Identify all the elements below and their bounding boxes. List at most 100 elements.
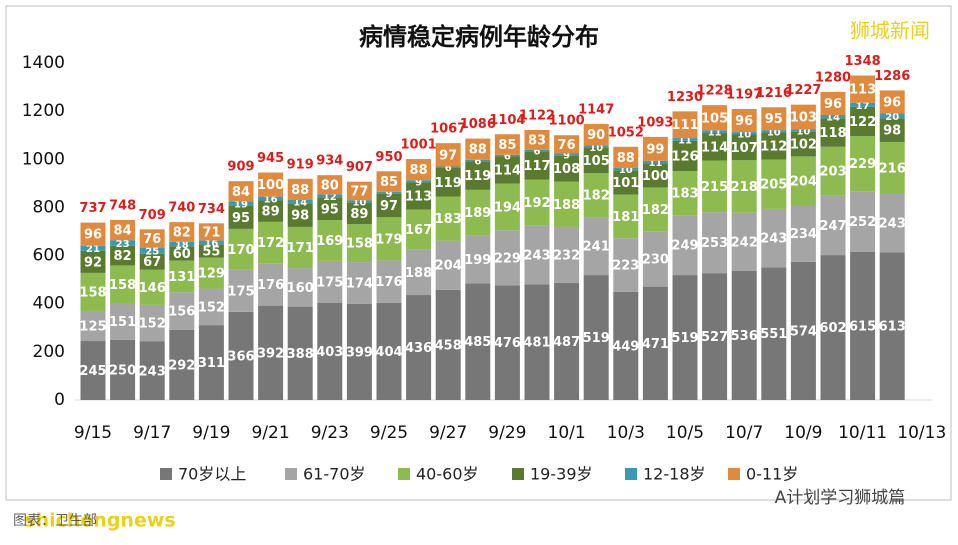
legend-swatch: [625, 468, 637, 480]
data-label: 82: [114, 249, 132, 264]
bar-segment: [287, 306, 313, 400]
data-label: 175: [227, 284, 254, 299]
bar-segment: [317, 302, 343, 400]
bar-segment: [583, 217, 609, 276]
data-label: 158: [79, 285, 106, 300]
bar-segment: [879, 193, 905, 253]
bar-segment: [80, 310, 106, 342]
bar-segment: [376, 193, 402, 218]
bar-segment: [672, 275, 698, 400]
bar-segment: [287, 268, 313, 307]
bar-segment: [198, 240, 224, 245]
bar-segment: [702, 273, 728, 400]
data-label: 11: [648, 158, 662, 169]
bar-segment: [554, 226, 580, 283]
y-tick-label: 600: [33, 246, 65, 266]
bar-segment: [465, 283, 491, 400]
x-tick-label: 9/21: [252, 423, 290, 443]
bar-segment: [110, 339, 136, 400]
bar-segment: [554, 181, 580, 227]
bar-segment: [287, 199, 313, 204]
total-label: 1230: [667, 90, 703, 105]
data-label: 156: [168, 304, 195, 319]
watermark: shichengnews: [24, 510, 175, 532]
legend-swatch: [398, 468, 410, 480]
total-label: 907: [346, 160, 373, 175]
bar-segment: [346, 224, 372, 263]
bar-segment: [465, 159, 491, 162]
bar-segment: [228, 201, 254, 206]
data-label: 152: [139, 317, 166, 332]
bar-segment: [494, 134, 520, 155]
data-label: 218: [731, 180, 758, 195]
data-label: 97: [380, 199, 398, 214]
bar-segment: [672, 138, 698, 141]
bar-segment: [879, 90, 905, 114]
bar-segment: [139, 253, 165, 270]
data-label: 55: [202, 244, 220, 259]
data-label: 527: [701, 330, 728, 345]
data-label: 103: [790, 111, 817, 126]
bar-segment: [465, 161, 491, 190]
data-label: 105: [583, 154, 610, 169]
total-label: 1228: [697, 84, 733, 99]
bar-segment: [139, 341, 165, 400]
total-label: 934: [316, 154, 343, 169]
y-tick-label: 1200: [22, 101, 65, 121]
data-label: 16: [264, 195, 278, 206]
data-label: 16: [204, 238, 218, 249]
bar-segment: [524, 129, 550, 150]
data-label: 84: [232, 185, 250, 200]
bar-segment: [169, 246, 195, 261]
bar-segment: [524, 225, 550, 285]
data-label: 89: [262, 205, 280, 220]
data-label: 107: [731, 141, 758, 156]
bar-segment: [346, 202, 372, 225]
data-label: 179: [375, 232, 402, 247]
watermark: 狮城新闻: [850, 19, 930, 43]
data-label: 90: [587, 128, 605, 143]
bar-segment: [110, 240, 136, 246]
data-label: 189: [464, 206, 491, 221]
bar-segment: [583, 275, 609, 400]
bar-segment: [346, 262, 372, 304]
total-label: 1197: [726, 87, 762, 102]
data-label: 615: [849, 319, 876, 334]
data-label: 12: [323, 192, 337, 203]
data-label: 99: [646, 142, 664, 157]
data-label: 10: [767, 127, 781, 138]
data-label: 80: [321, 178, 339, 193]
bar-segment: [169, 260, 195, 293]
data-label: 158: [346, 237, 373, 252]
bar-segment: [139, 229, 165, 248]
total-label: 950: [375, 150, 402, 165]
chart-title: 病情稳定病例年龄分布: [359, 23, 599, 51]
data-label: 85: [380, 175, 398, 190]
bar-segment: [790, 205, 816, 262]
bar-segment: [198, 288, 224, 326]
data-label: 192: [523, 196, 550, 211]
bar-segment: [80, 245, 106, 251]
data-label: 101: [612, 176, 639, 191]
data-label: 21: [86, 244, 100, 255]
bar-segment: [820, 255, 846, 400]
watermark: A计划学习狮城篇: [775, 488, 906, 508]
bar-segment: [494, 154, 520, 157]
bar-segment: [258, 200, 284, 222]
data-label: 82: [173, 225, 191, 240]
bar-segment: [406, 180, 432, 183]
x-tick-label: 10/9: [784, 423, 822, 443]
total-label: 1067: [430, 122, 466, 137]
total-label: 1122: [519, 108, 555, 123]
data-label: 9: [563, 151, 570, 162]
x-tick-label: 10/5: [666, 423, 704, 443]
data-label: 204: [435, 259, 462, 274]
total-label: 1093: [637, 115, 673, 130]
data-label: 25: [145, 247, 159, 258]
data-label: 613: [879, 320, 906, 335]
bar-segment: [702, 212, 728, 274]
bar-segment: [879, 252, 905, 400]
data-label: 6: [504, 151, 511, 162]
bar-segment: [731, 212, 757, 271]
bar-segment: [435, 240, 461, 290]
